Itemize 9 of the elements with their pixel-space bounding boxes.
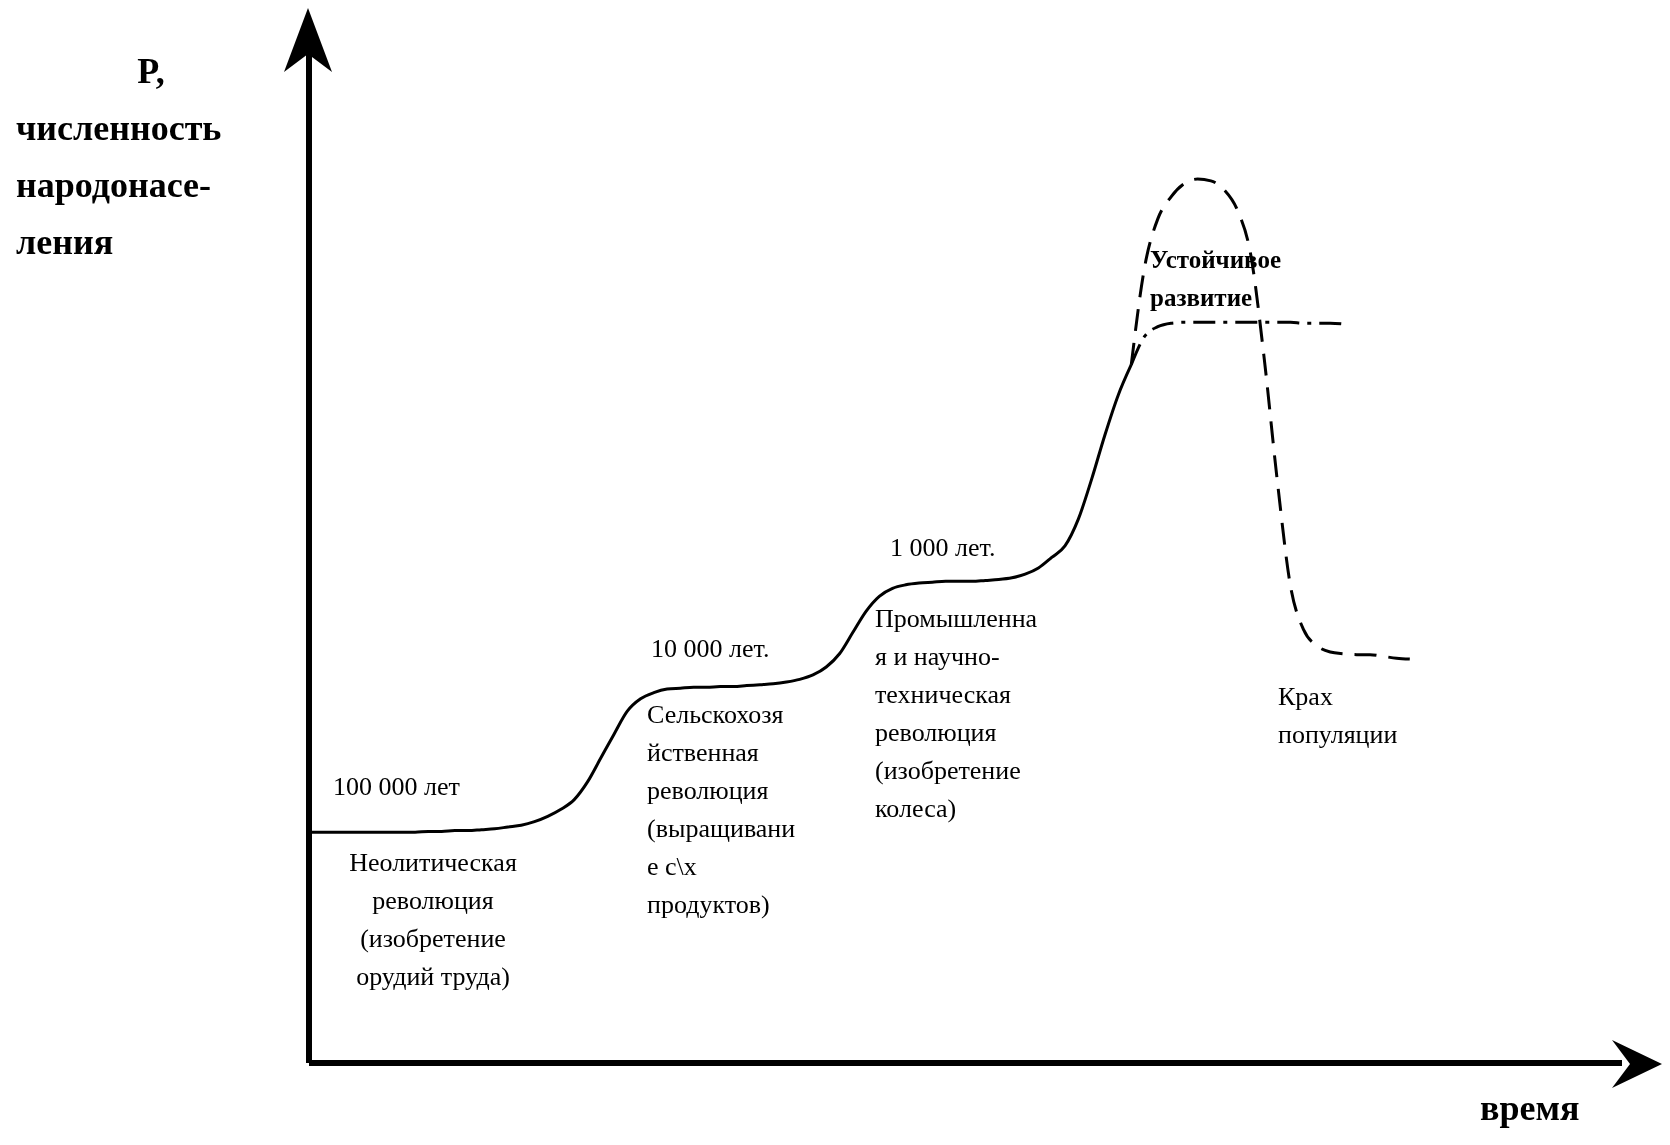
y-axis-title: P, численность народонасе- ления: [16, 50, 223, 264]
annotation: Крах популяции: [1278, 681, 1398, 751]
annotation: 10 000 лет.: [651, 633, 770, 665]
annotation: Промышленна я и научно- техническая революция (изобретение колеса): [875, 603, 1038, 825]
annotation: 100 000 лет: [333, 771, 460, 803]
x-axis-title: время: [1480, 1087, 1580, 1130]
annotation: Неолитическая революция (изобретение орудий труда): [348, 847, 518, 993]
annotation: Сельскохозя йственная революция (выращивани е с\х продуктов): [647, 699, 796, 921]
annotation: 1 000 лет.: [890, 532, 996, 564]
